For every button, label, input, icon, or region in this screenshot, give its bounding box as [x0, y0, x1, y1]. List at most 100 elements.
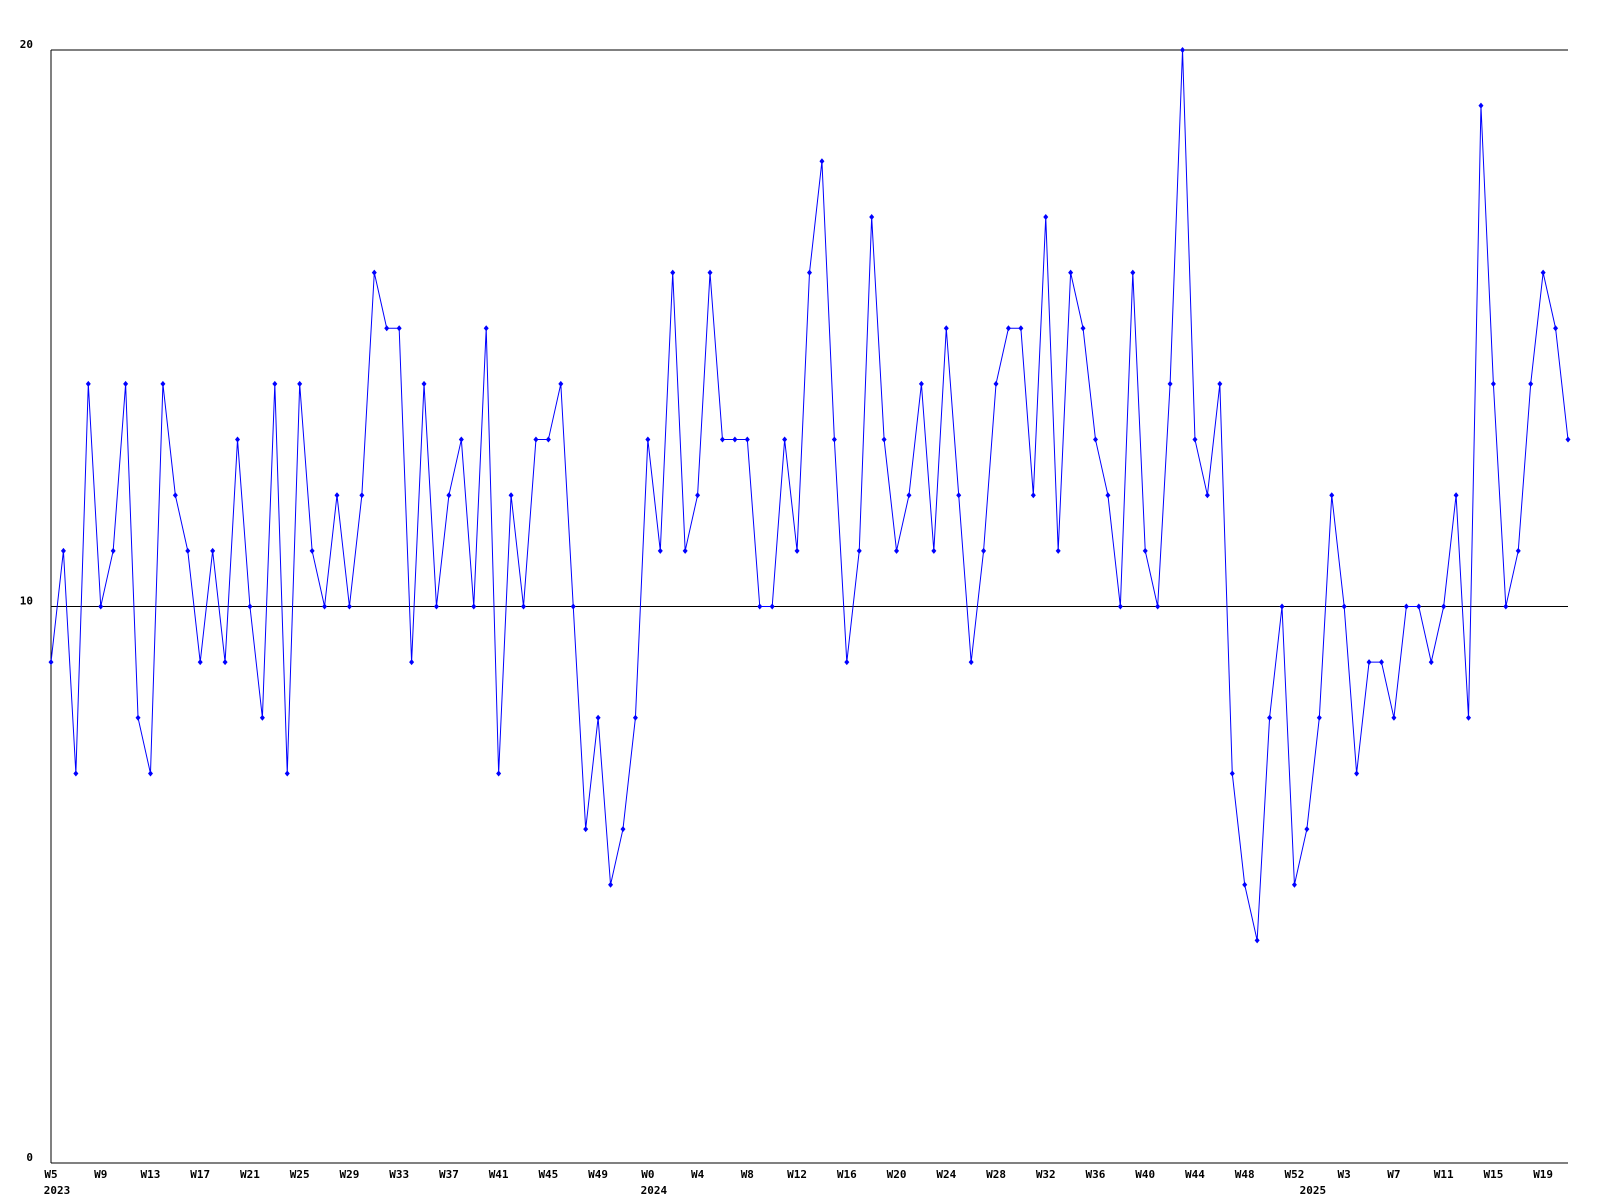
data-point	[1304, 826, 1310, 833]
x-tick-label: W13	[141, 1168, 161, 1181]
data-point	[1055, 547, 1061, 554]
data-point	[110, 547, 116, 554]
data-point	[769, 603, 775, 610]
data-point	[446, 492, 452, 499]
data-point	[521, 603, 527, 610]
data-point	[1092, 436, 1098, 443]
data-point	[819, 158, 825, 165]
data-point	[645, 436, 651, 443]
data-point	[1466, 714, 1472, 721]
data-point	[247, 603, 253, 610]
data-point	[1254, 937, 1260, 944]
data-point	[545, 436, 551, 443]
data-point	[744, 436, 750, 443]
x-year-label: 2025	[1300, 1184, 1327, 1197]
data-point	[1441, 603, 1447, 610]
data-point	[1142, 547, 1148, 554]
data-point	[98, 603, 104, 610]
x-year-label: 2023	[44, 1184, 71, 1197]
data-point	[869, 213, 875, 220]
x-tick-label: W17	[190, 1168, 210, 1181]
x-tick-label: W0	[641, 1168, 654, 1181]
x-tick-label: W20	[887, 1168, 907, 1181]
data-point	[1453, 492, 1459, 499]
data-point	[48, 659, 54, 666]
data-point	[670, 269, 676, 276]
data-point	[1018, 325, 1024, 332]
data-point	[60, 547, 66, 554]
data-point	[831, 436, 837, 443]
data-point	[147, 770, 153, 777]
data-point	[807, 269, 812, 276]
data-point	[73, 770, 79, 777]
data-point	[1043, 213, 1049, 220]
data-point	[1316, 714, 1322, 721]
data-point	[496, 770, 502, 777]
data-point	[135, 714, 141, 721]
data-point	[1130, 269, 1136, 276]
data-point	[993, 380, 999, 387]
data-point	[782, 436, 788, 443]
data-point	[595, 714, 601, 721]
data-line	[50, 49, 1569, 941]
data-point	[272, 380, 278, 387]
data-point	[1391, 714, 1397, 721]
data-point	[918, 380, 924, 387]
data-point	[533, 436, 539, 443]
data-point	[719, 436, 725, 443]
data-point	[931, 547, 937, 554]
data-point	[732, 436, 738, 443]
data-point	[210, 547, 216, 554]
data-point	[508, 492, 514, 499]
data-point	[1291, 881, 1297, 888]
data-point	[309, 547, 315, 554]
data-point	[1030, 492, 1036, 499]
data-point	[1167, 380, 1173, 387]
x-tick-label: W3	[1338, 1168, 1351, 1181]
data-point	[1341, 603, 1347, 610]
data-point	[794, 547, 800, 554]
data-point	[483, 325, 489, 332]
x-tick-label: W7	[1387, 1168, 1400, 1181]
x-tick-label: W44	[1185, 1168, 1205, 1181]
data-point	[458, 436, 464, 443]
data-point	[844, 659, 850, 666]
data-point	[707, 269, 713, 276]
x-tick-label: W9	[94, 1168, 107, 1181]
y-tick-label: 10	[20, 595, 33, 608]
data-point	[346, 603, 352, 610]
data-point	[1478, 102, 1484, 109]
x-tick-label: W25	[290, 1168, 310, 1181]
data-point	[160, 380, 166, 387]
data-point	[334, 492, 340, 499]
data-point	[235, 436, 241, 443]
data-point	[396, 325, 402, 332]
data-point	[284, 770, 290, 777]
data-point	[1416, 603, 1422, 610]
data-point	[421, 380, 427, 387]
data-point	[1366, 659, 1372, 666]
data-point	[695, 492, 701, 499]
data-point	[1005, 325, 1011, 332]
x-tick-label: W40	[1135, 1168, 1155, 1181]
x-tick-label: W36	[1086, 1168, 1106, 1181]
x-tick-label: W5	[44, 1168, 57, 1181]
y-tick-label: 0	[26, 1151, 33, 1164]
data-point	[583, 826, 589, 833]
data-point	[1155, 603, 1161, 610]
x-tick-label: W4	[691, 1168, 705, 1181]
data-point	[1192, 436, 1198, 443]
x-tick-label: W11	[1434, 1168, 1454, 1181]
x-tick-label: W45	[538, 1168, 558, 1181]
data-point	[757, 603, 763, 610]
data-point	[1540, 269, 1546, 276]
x-tick-label: W8	[741, 1168, 754, 1181]
data-point	[1068, 269, 1074, 276]
y-tick-label: 20	[20, 38, 33, 51]
data-point	[123, 380, 129, 387]
x-tick-label: W12	[787, 1168, 807, 1181]
x-tick-label: W49	[588, 1168, 608, 1181]
data-point	[197, 659, 203, 666]
data-point	[1553, 325, 1559, 332]
